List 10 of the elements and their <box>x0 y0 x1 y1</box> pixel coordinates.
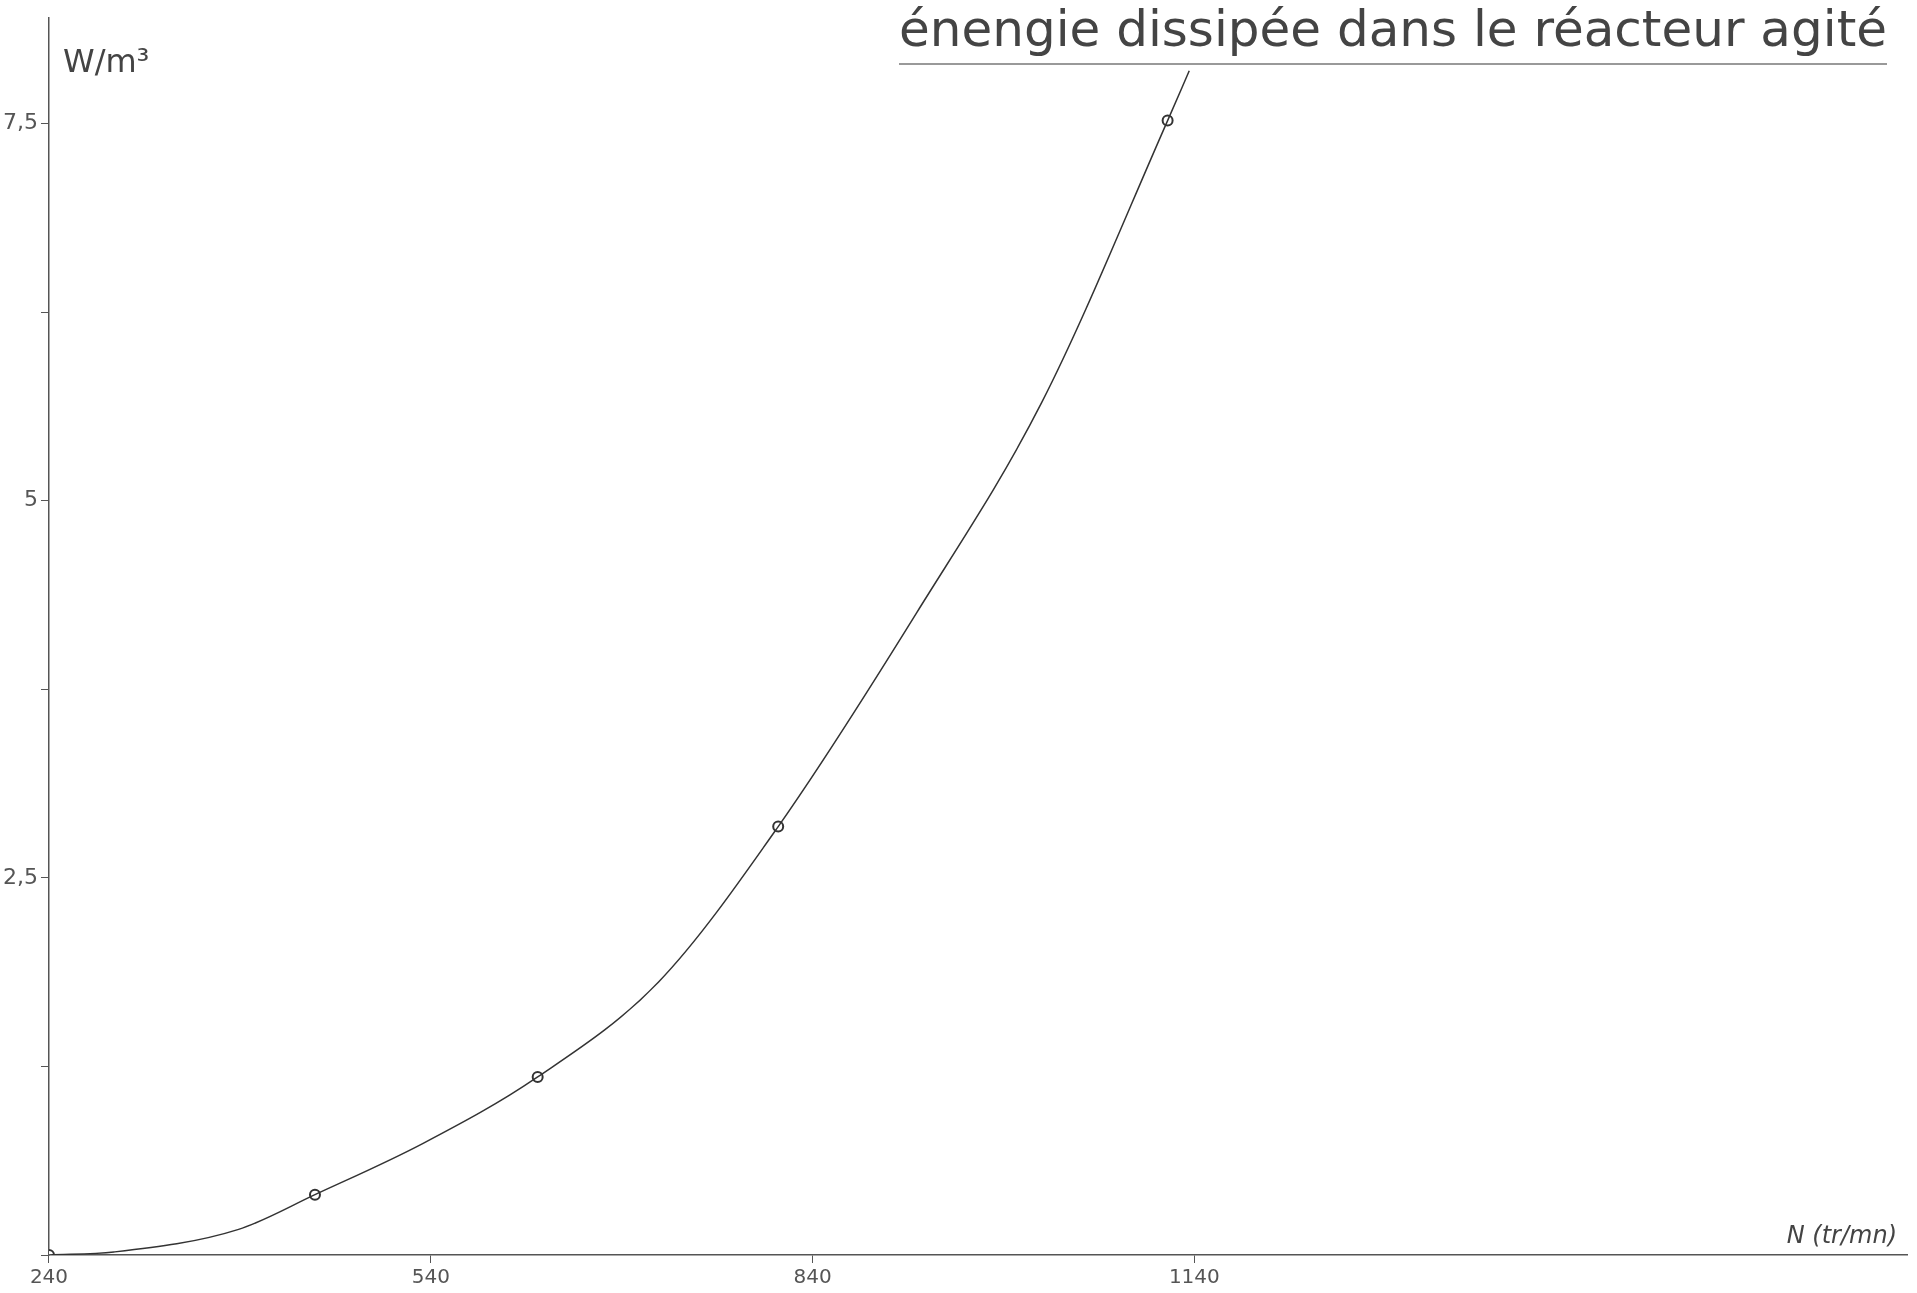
chart-title: énengie dissipée dans le réacteur agité <box>898 0 1887 58</box>
x-tick-label: 840 <box>793 1264 832 1289</box>
y-tick-label: 2,5 <box>2 863 38 889</box>
x-tick-label: 540 <box>411 1264 450 1289</box>
x-tick-label: 1140 <box>1168 1264 1220 1289</box>
x-axis-title: N (tr/mn) <box>1786 1221 1897 1250</box>
x-tick-label: 240 <box>29 1264 69 1289</box>
y-axis-title: W/m³ <box>62 42 150 81</box>
y-tick-label: 7,5 <box>2 109 38 135</box>
y-tick-label: 5 <box>23 486 38 512</box>
